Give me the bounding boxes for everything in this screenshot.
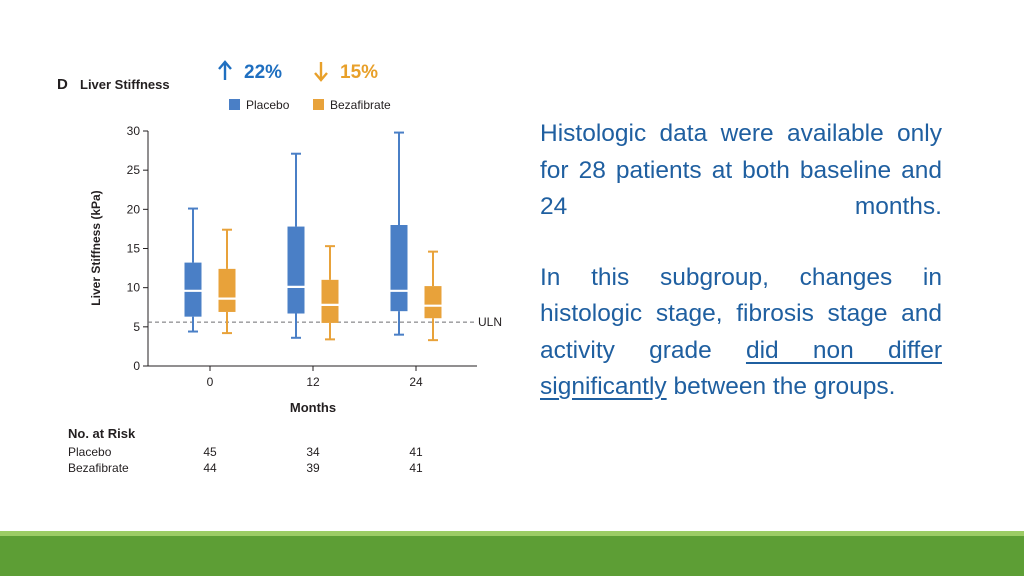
paragraph-subgroup: In this subgroup, changes in histologic … <box>540 260 942 406</box>
paragraph-histologic-data: Histologic data were available only for … <box>540 120 942 220</box>
annotation-label: 15% <box>340 62 378 83</box>
underlined-phrase: did non differ significantly <box>540 336 942 401</box>
legend-label-placebo: Placebo <box>246 98 290 112</box>
at-risk-table: No. at Risk Placebo 45 34 41 Bezafibrate 44 39 4… <box>68 426 423 475</box>
y-tick-label: 0 <box>133 359 140 373</box>
iqr-box <box>287 226 305 314</box>
at-risk-value: 39 <box>306 461 320 475</box>
x-tick-label: 24 <box>409 375 423 389</box>
box-placebo-24 <box>390 131 408 336</box>
at-risk-label-placebo: Placebo <box>68 445 112 459</box>
x-tick-label: 12 <box>306 375 320 389</box>
panel-letter: D <box>57 76 68 93</box>
y-axis-label: Liver Stiffness (kPa) <box>89 190 103 305</box>
y-tick-label: 10 <box>127 281 141 295</box>
x-tick-label: 0 <box>207 375 214 389</box>
x-axis-label: Months <box>290 400 336 415</box>
chart-title: Liver Stiffness <box>80 77 170 92</box>
annotation-increase: 22% <box>218 60 282 83</box>
paragraph-subgroup-start: In this subgroup, changes in histologic … <box>540 263 942 364</box>
legend-label-bezafibrate: Bezafibrate <box>330 98 391 112</box>
liver-stiffness-chart: D Liver Stiffness 22% 15% Placebo Bezafibr… <box>57 60 502 475</box>
footer-accent-line <box>0 531 1024 536</box>
annotation-decrease: 15% <box>314 62 378 83</box>
iqr-box <box>390 225 408 312</box>
annotation-label: 22% <box>244 62 282 83</box>
iqr-box <box>218 268 236 312</box>
at-risk-value: 45 <box>203 445 217 459</box>
paragraph-subgroup-end: between the groups. <box>666 373 896 400</box>
uln-reference: ULN <box>148 315 502 329</box>
legend: Placebo Bezafibrate <box>229 98 391 112</box>
y-tick-label: 25 <box>127 163 141 177</box>
iqr-box <box>321 279 339 323</box>
at-risk-value: 34 <box>306 445 320 459</box>
y-tick-label: 30 <box>127 124 141 138</box>
y-tick-label: 15 <box>127 242 141 256</box>
arrow-up-head <box>218 60 232 70</box>
legend-swatch-bezafibrate <box>313 99 324 110</box>
iqr-box <box>184 262 202 317</box>
at-risk-value: 44 <box>203 461 217 475</box>
box-placebo-12 <box>287 152 305 339</box>
footer-bar <box>0 536 1024 576</box>
uln-label: ULN <box>478 315 502 329</box>
at-risk-title: No. at Risk <box>68 426 136 441</box>
box-bezafibrate-12 <box>321 245 339 341</box>
at-risk-label-bezafibrate: Bezafibrate <box>68 461 129 475</box>
axes: 0 5 10 15 20 25 30 0 12 24 <box>127 124 477 389</box>
legend-swatch-placebo <box>229 99 240 110</box>
at-risk-value: 41 <box>409 461 423 475</box>
y-tick-label: 20 <box>127 202 141 216</box>
arrow-down-head <box>314 72 328 82</box>
box-bezafibrate-24 <box>424 250 442 342</box>
text-panel: Histologic data were available only for … <box>540 116 942 440</box>
box-placebo-0 <box>184 207 202 333</box>
box-plots <box>184 131 442 342</box>
iqr-box <box>424 286 442 319</box>
at-risk-value: 41 <box>409 445 423 459</box>
box-bezafibrate-0 <box>218 228 236 335</box>
change-annotations: 22% 15% <box>218 60 378 83</box>
y-tick-label: 5 <box>133 320 140 334</box>
